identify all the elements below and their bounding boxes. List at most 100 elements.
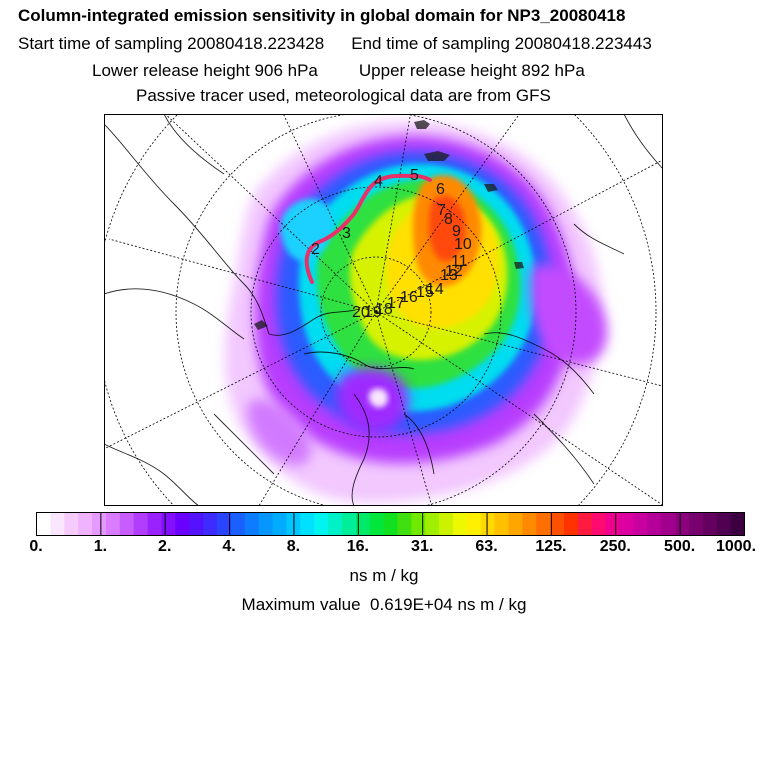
colorbar-tick-label: 16. <box>346 538 369 555</box>
colorbar-swatch <box>425 512 440 536</box>
colorbar-swatch <box>230 512 246 536</box>
trajectory-label-12: 12 <box>445 263 463 280</box>
trajectory-label-6: 6 <box>436 181 445 198</box>
colorbar-swatch <box>50 512 65 536</box>
colorbar-swatch <box>341 512 357 536</box>
colorbar-swatch <box>300 512 315 536</box>
colorbar-swatch <box>175 512 190 536</box>
colorbar-swatch <box>36 512 51 536</box>
trajectory-label-15: 15 <box>416 284 434 301</box>
trajectory-label-13: 13 <box>440 267 458 284</box>
colorbar-frame <box>36 512 745 536</box>
colorbar-swatch <box>605 512 621 536</box>
trajectory-label-4: 4 <box>374 173 383 190</box>
colorbar-tick-label: 63. <box>475 538 498 555</box>
trajectory-label-7: 7 <box>437 202 446 219</box>
sampling-times: Start time of sampling 20080418.223428 En… <box>18 34 768 54</box>
colorbar-swatch <box>64 512 79 536</box>
colorbar-swatch <box>119 512 135 536</box>
colorbar-tick-label: 1000. <box>715 538 757 555</box>
tracer-note: Passive tracer used, meteorological data… <box>136 86 551 105</box>
colorbar-swatch <box>189 512 204 536</box>
colorbar-swatch <box>411 512 426 536</box>
colorbar-swatch <box>133 512 149 536</box>
colorbar-swatch <box>702 512 718 536</box>
colorbar-swatch <box>647 512 662 536</box>
colorbar-tick-label: 250. <box>599 538 631 555</box>
trajectory-label-2: 2 <box>311 241 320 258</box>
colorbar-swatch <box>147 512 163 536</box>
trajectory-label-9: 9 <box>452 223 461 240</box>
colorbar-swatch <box>216 512 232 536</box>
colorbar-swatch <box>397 512 412 536</box>
colorbar-swatch <box>675 512 690 536</box>
colorbar-tick-label: 0. <box>29 538 43 555</box>
colorbar-swatch <box>591 512 607 536</box>
colorbar-swatch <box>577 512 593 536</box>
colorbar-swatch <box>536 512 551 536</box>
colorbar-swatch <box>716 512 732 536</box>
end-time: End time of sampling 20080418.223443 <box>351 34 652 53</box>
colorbar-swatch <box>730 512 745 536</box>
trajectory-label-16: 16 <box>400 289 418 306</box>
colorbar-swatch <box>161 512 176 536</box>
colorbar-tick-label: 31. <box>411 538 434 555</box>
graticule <box>104 114 663 506</box>
map-frame <box>104 114 663 506</box>
trajectory-label-20: 20 <box>352 304 370 321</box>
colorbar-swatch <box>92 512 107 536</box>
colorbar-swatch <box>369 512 385 536</box>
lower-release-height: Lower release height 906 hPa <box>92 61 318 80</box>
colorbar-swatch <box>564 512 579 536</box>
plot-title: Column-integrated emission sensitivity i… <box>18 6 626 25</box>
colorbar-tick-label: 1. <box>93 538 108 555</box>
colorbar-tick-label: 2. <box>158 538 172 555</box>
colorbar-swatch <box>439 512 454 536</box>
trajectory-line <box>304 173 432 284</box>
colorbar-swatch <box>494 512 510 536</box>
colorbar-swatch <box>522 512 537 536</box>
colorbar-swatch <box>661 512 676 536</box>
max-value: 0.619E+04 ns m / kg <box>370 595 527 614</box>
colorbar-swatch <box>328 512 343 536</box>
colorbar-tick-label: 125. <box>535 538 567 555</box>
unit-label: ns m / kg <box>349 566 419 585</box>
maximum-value-line: Maximum value 0.619E+04 ns m / kg <box>0 595 768 615</box>
trajectory-label-14: 14 <box>426 281 444 298</box>
colorbar-swatch <box>203 512 218 536</box>
colorbar-swatch <box>619 512 635 536</box>
colorbar-tick-label: 4. <box>222 538 236 555</box>
trajectory-label-3: 3 <box>342 225 351 242</box>
trajectory-label-10: 10 <box>454 236 472 253</box>
start-time: Start time of sampling 20080418.223428 <box>18 34 325 53</box>
trajectory-label-19: 19 <box>364 304 382 321</box>
upper-release-height: Upper release height 892 hPa <box>358 61 585 80</box>
trajectory-label-5: 5 <box>410 167 419 184</box>
colorbar-swatch <box>314 512 329 536</box>
colorbar-swatch <box>508 512 523 536</box>
colorbar-swatch <box>383 512 399 536</box>
colorbar-swatch <box>272 512 287 536</box>
colorbar-swatch <box>78 512 93 536</box>
colorbar-swatch <box>550 512 565 536</box>
trajectory-label-17: 17 <box>387 295 405 312</box>
colorbar-swatch <box>688 512 704 536</box>
trajectory-label-8: 8 <box>444 211 453 228</box>
trajectory-label-18: 18 <box>375 301 393 318</box>
colorbar-tick-label: 8. <box>286 538 301 555</box>
colorbar-swatch <box>480 512 496 536</box>
colorbar-swatch <box>105 512 121 536</box>
colorbar <box>36 512 745 536</box>
colorbar-swatch <box>452 512 468 536</box>
max-label: Maximum value <box>241 595 361 614</box>
release-heights: Lower release height 906 hPa Upper releas… <box>92 61 768 81</box>
colorbar-tick-label: 500. <box>664 538 696 555</box>
colorbar-swatch <box>355 512 371 536</box>
landmass-coastlines <box>254 120 524 330</box>
colorbar-swatch <box>258 512 274 536</box>
colorbar-swatch <box>466 512 482 536</box>
colorbar-swatch <box>633 512 648 536</box>
colorbar-swatch <box>244 512 260 536</box>
